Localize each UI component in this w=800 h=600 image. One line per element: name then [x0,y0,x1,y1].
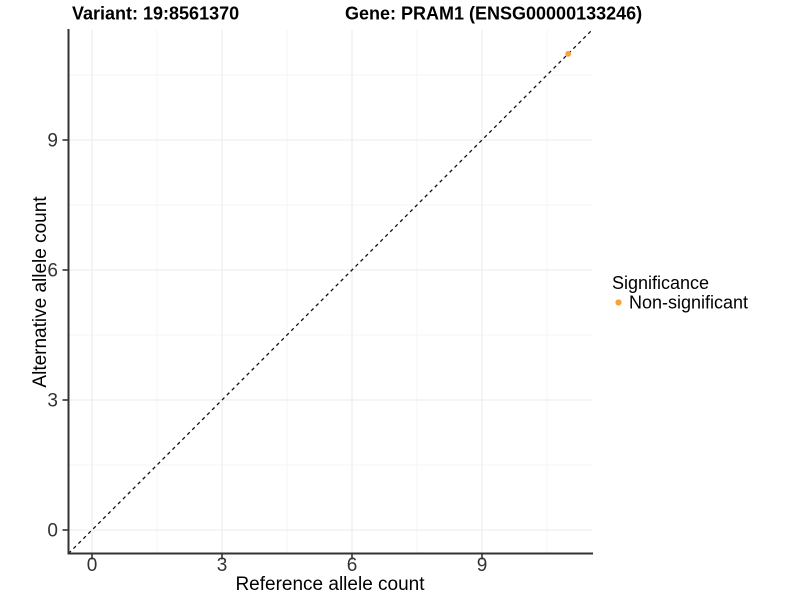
legend-point-icon [615,299,622,306]
x-tick-label: 3 [217,555,228,576]
x-tick-marks [91,554,483,560]
variant-title: Variant: 19:8561370 [72,4,239,24]
x-tick-label: 6 [347,555,358,576]
grid-major-lines [68,30,592,554]
x-tick-label: 9 [477,555,488,576]
data-point [565,50,572,57]
x-axis-title: Reference allele count [235,574,425,595]
y-tick-marks [62,139,68,531]
legend-item-label: Non-significant [629,293,748,313]
x-tick-label: 0 [87,555,98,576]
legend-title: Significance [612,273,709,293]
y-tick-label: 9 [47,131,58,152]
y-tick-label: 0 [47,521,58,542]
grid-minor-lines [68,30,592,554]
y-tick-label: 3 [47,391,58,412]
y-axis-title: Alternative allele count [30,196,51,388]
gene-title: Gene: PRAM1 (ENSG00000133246) [345,4,642,24]
legend: Significance Non-significant [612,273,748,313]
y-tick-label: 6 [47,261,58,282]
identity-dashed-line [68,29,593,554]
